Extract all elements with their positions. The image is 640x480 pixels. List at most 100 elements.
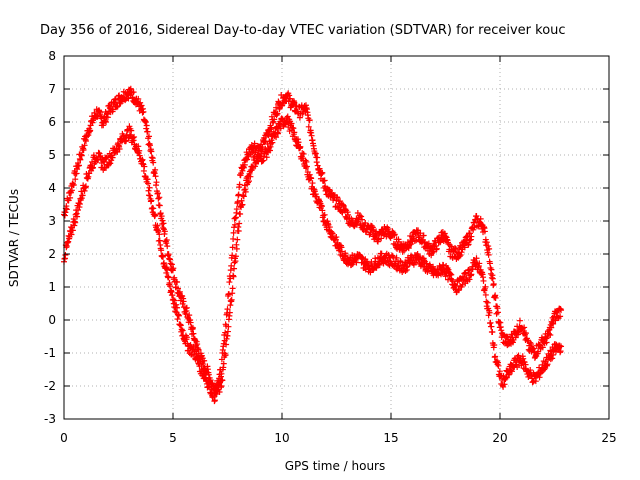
data-point [309, 180, 316, 187]
data-point [342, 206, 349, 213]
data-point [228, 296, 235, 303]
data-point [495, 362, 502, 369]
data-point [442, 273, 449, 280]
data-point [321, 177, 328, 184]
data-point [476, 260, 483, 267]
data-point [456, 253, 463, 260]
data-point [265, 132, 272, 139]
data-point [70, 215, 77, 222]
data-point [291, 99, 298, 106]
data-point [158, 213, 165, 220]
data-point [458, 249, 465, 256]
data-point [378, 250, 385, 257]
data-point [174, 304, 181, 311]
data-point [483, 239, 490, 246]
data-point [65, 238, 72, 245]
grid [64, 56, 609, 419]
data-point [89, 164, 96, 171]
data-point [225, 323, 232, 330]
data-point [484, 299, 491, 306]
data-point [326, 224, 333, 231]
data-point [168, 261, 175, 268]
x-tick-label: 25 [601, 431, 616, 445]
data-point [156, 231, 163, 238]
data-point [336, 247, 343, 254]
data-point [152, 212, 159, 219]
data-point [186, 312, 193, 319]
data-point [521, 324, 528, 331]
data-point [155, 195, 162, 202]
data-point [274, 110, 281, 117]
data-point [80, 146, 87, 153]
data-point [558, 307, 565, 314]
data-point [163, 269, 170, 276]
y-tick-label: -3 [44, 412, 56, 426]
ticks: 0 5 10 15 20 25 -3 -2 -1 0 1 2 3 4 5 6 7 8 [44, 49, 617, 445]
data-point [288, 120, 295, 127]
data-point [229, 252, 236, 259]
data-point [232, 253, 239, 260]
data-point [242, 188, 249, 195]
data-point [530, 378, 537, 385]
data-point [539, 344, 546, 351]
data-point [68, 187, 75, 194]
data-point [116, 146, 123, 153]
data-point [235, 227, 242, 234]
data-point [420, 232, 427, 239]
x-axis-label: GPS time / hours [285, 459, 386, 473]
data-point [146, 142, 153, 149]
data-point [233, 245, 240, 252]
data-point [482, 236, 489, 243]
data-point [235, 191, 242, 198]
data-point [220, 360, 227, 367]
data-point [152, 173, 159, 180]
data-point [508, 367, 515, 374]
data-point [547, 332, 554, 339]
data-point [237, 211, 244, 218]
data-point [486, 245, 493, 252]
data-point [146, 184, 153, 191]
data-point [378, 235, 385, 242]
data-point [226, 279, 233, 286]
data-point [189, 324, 196, 331]
data-point [326, 187, 333, 194]
data-point [233, 206, 240, 213]
data-point [223, 341, 230, 348]
data-point [455, 287, 462, 294]
data-point [466, 230, 473, 237]
data-point [78, 152, 85, 159]
x-tick-label: 10 [274, 431, 289, 445]
data-point [143, 122, 150, 129]
data-point [77, 156, 84, 163]
data-point [163, 237, 170, 244]
data-point [70, 181, 77, 188]
data-point [75, 162, 82, 169]
data-point [114, 103, 121, 110]
data-point [289, 124, 296, 131]
data-point [468, 233, 475, 240]
data-point [240, 193, 247, 200]
data-point [239, 167, 246, 174]
data-point [480, 277, 487, 284]
data-point [477, 215, 484, 222]
data-point [82, 183, 89, 190]
y-tick-label: -1 [44, 346, 56, 360]
data-point [247, 173, 254, 180]
data-point [359, 216, 366, 223]
data-point [549, 320, 556, 327]
data-point [494, 309, 501, 316]
data-point [491, 341, 498, 348]
data-point [156, 194, 163, 201]
data-point [263, 154, 270, 161]
data-point [488, 266, 495, 273]
data-point [228, 262, 235, 269]
data-point [334, 194, 341, 201]
data-point [244, 156, 251, 163]
data-point [125, 95, 132, 102]
data-point [219, 377, 226, 384]
data-point [425, 240, 432, 247]
data-point [87, 127, 94, 134]
y-tick-label: 1 [48, 280, 56, 294]
data-point [94, 113, 101, 120]
